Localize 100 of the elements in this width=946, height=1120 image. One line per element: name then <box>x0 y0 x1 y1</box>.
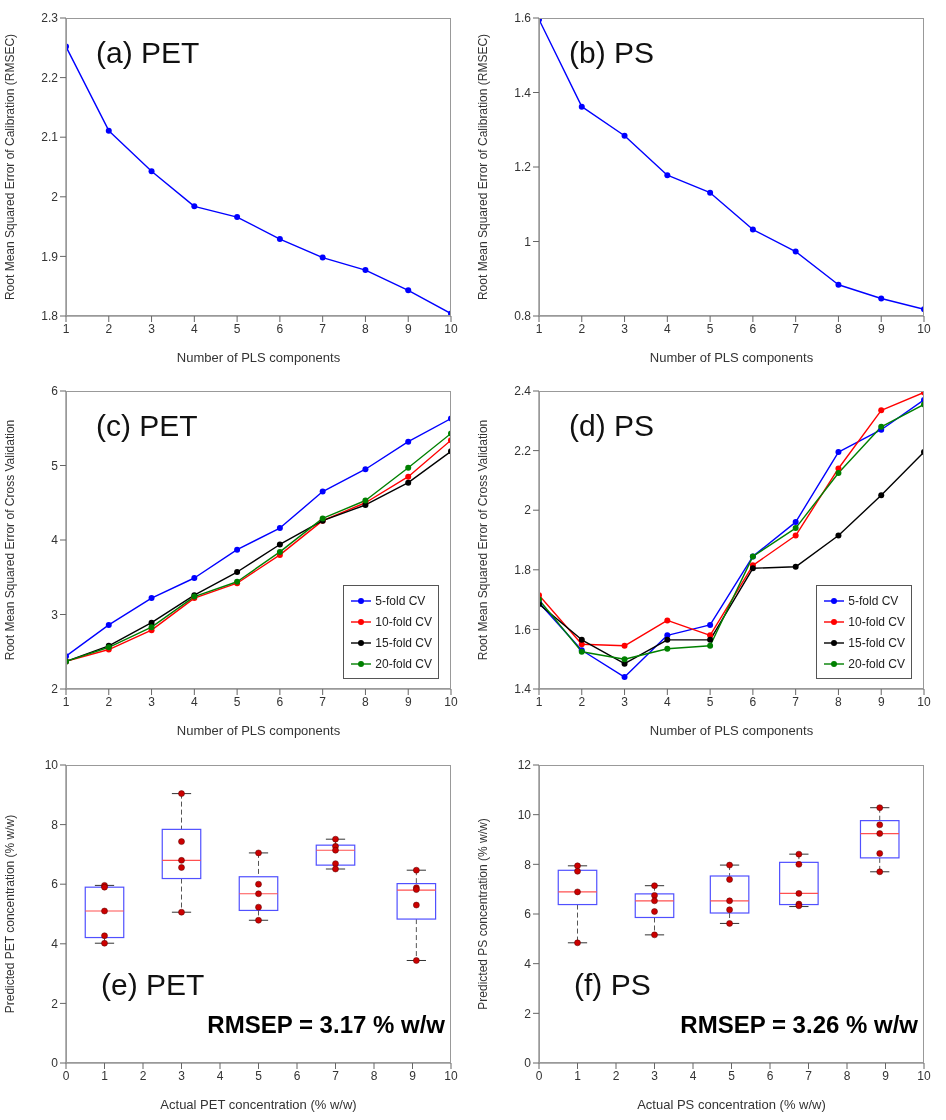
x-tick-label: 9 <box>409 1068 417 1083</box>
x-tick-label: 6 <box>749 694 757 709</box>
y-axis-title: Root Mean Squared Error of Calibration (RMSEC) <box>3 33 18 301</box>
x-tick-label: 2 <box>105 694 113 709</box>
x-axis-title: Number of PLS components <box>649 723 814 739</box>
y-tick-label: 2.4 <box>514 384 532 399</box>
x-tick-label: 3 <box>148 321 156 336</box>
x-tick-label: 6 <box>749 321 757 336</box>
y-tick-label: 1.6 <box>514 11 532 26</box>
y-tick-label: 2 <box>51 996 59 1011</box>
y-tick-label: 1.8 <box>514 563 532 578</box>
x-tick-label: 5 <box>728 1068 736 1083</box>
y-axis-title: Root Mean Squared Error of Calibration (RMSEC) <box>476 33 491 301</box>
y-tick-label: 10 <box>44 757 59 772</box>
x-axis-title: Number of PLS components <box>176 350 341 365</box>
x-tick-label: 9 <box>404 321 412 336</box>
y-tick-label: 5 <box>51 459 59 474</box>
x-tick-label: 4 <box>190 694 198 709</box>
y-axis-title: Predicted PET concentration (% w/w) <box>3 814 18 1013</box>
x-tick-label: 1 <box>574 1068 582 1083</box>
y-tick-label: 1.8 <box>41 309 59 324</box>
x-tick-label: 8 <box>362 694 370 709</box>
y-tick-label: 2 <box>51 682 59 697</box>
y-tick-label: 1.9 <box>41 249 59 264</box>
y-tick-label: 6 <box>51 877 59 892</box>
y-tick-label: 3 <box>51 608 59 623</box>
x-tick-label: 8 <box>843 1068 851 1083</box>
x-tick-label: 10 <box>444 694 458 709</box>
x-tick-label: 7 <box>319 694 327 709</box>
x-tick-label: 5 <box>706 321 714 336</box>
x-tick-label: 1 <box>62 694 70 709</box>
y-tick-label: 4 <box>51 533 59 548</box>
annotation: (c) PET <box>96 409 198 444</box>
x-tick-label: 1 <box>101 1068 109 1083</box>
annotation: (d) PS <box>569 409 655 444</box>
legend-label: 15-fold CV <box>375 635 432 650</box>
x-tick-label: 9 <box>877 321 885 336</box>
legend-label: 5-fold CV <box>375 593 426 608</box>
y-axis-title: Predicted PS concentration (% w/w) <box>476 817 491 1010</box>
y-tick-label: 2.2 <box>514 444 532 459</box>
x-axis-title: Number of PLS components <box>649 350 814 365</box>
x-tick-label: 7 <box>332 1068 340 1083</box>
x-tick-label: 6 <box>766 1068 774 1083</box>
x-tick-label: 2 <box>578 694 586 709</box>
y-tick-label: 0 <box>51 1055 59 1070</box>
x-tick-label: 4 <box>663 321 671 336</box>
x-tick-label: 5 <box>706 694 714 709</box>
x-tick-label: 6 <box>293 1068 301 1083</box>
x-tick-label: 10 <box>917 321 931 336</box>
x-tick-label: 6 <box>276 694 284 709</box>
y-tick-label: 0.8 <box>514 309 532 324</box>
x-tick-label: 8 <box>370 1068 378 1083</box>
y-tick-label: 1.4 <box>514 682 532 697</box>
x-tick-label: 10 <box>444 321 458 336</box>
x-tick-label: 5 <box>255 1068 263 1083</box>
annotation: (f) PS <box>574 967 651 1002</box>
y-tick-label: 1.2 <box>514 160 532 175</box>
y-tick-label: 1.4 <box>514 85 532 100</box>
legend-label: 10-fold CV <box>375 614 432 629</box>
x-tick-label: 9 <box>404 694 412 709</box>
x-tick-label: 3 <box>651 1068 659 1083</box>
annotation: (a) PET <box>96 36 200 70</box>
y-tick-label: 2 <box>524 1006 532 1021</box>
x-tick-label: 4 <box>689 1068 697 1083</box>
x-tick-label: 2 <box>578 321 586 336</box>
y-axis-title: Root Mean Squared Error of Cross Validation <box>3 420 18 661</box>
y-tick-label: 2.2 <box>41 70 59 85</box>
y-tick-label: 6 <box>524 906 532 921</box>
x-tick-label: 3 <box>148 694 156 709</box>
x-tick-label: 10 <box>917 1068 931 1083</box>
x-tick-label: 8 <box>835 694 843 709</box>
x-tick-label: 1 <box>535 321 543 336</box>
legend-label: 15-fold CV <box>848 635 905 650</box>
x-tick-label: 2 <box>105 321 113 336</box>
legend-label: 20-fold CV <box>375 656 432 671</box>
x-tick-label: 5 <box>233 694 241 709</box>
annotation: RMSEP = 3.26 % w/w <box>680 1010 918 1039</box>
x-tick-label: 8 <box>362 321 370 336</box>
y-tick-label: 10 <box>517 807 532 822</box>
y-tick-label: 2.3 <box>41 11 59 26</box>
annotation: (b) PS <box>569 36 655 70</box>
x-tick-label: 2 <box>612 1068 620 1083</box>
legend-label: 10-fold CV <box>848 614 905 629</box>
x-tick-label: 10 <box>444 1068 458 1083</box>
x-tick-label: 2 <box>139 1068 147 1083</box>
x-tick-label: 0 <box>62 1068 70 1083</box>
y-tick-label: 6 <box>51 384 59 399</box>
y-tick-label: 2 <box>524 503 532 518</box>
x-tick-label: 10 <box>917 694 931 709</box>
y-tick-label: 1.6 <box>514 622 532 637</box>
x-tick-label: 7 <box>319 321 327 336</box>
x-tick-label: 3 <box>621 321 629 336</box>
x-tick-label: 1 <box>535 694 543 709</box>
y-tick-label: 8 <box>51 817 59 832</box>
y-axis-title: Root Mean Squared Error of Cross Validation <box>476 420 491 661</box>
x-tick-label: 9 <box>877 694 885 709</box>
x-tick-label: 7 <box>792 694 800 709</box>
y-tick-label: 0 <box>524 1055 532 1070</box>
legend-label: 5-fold CV <box>848 593 899 608</box>
x-axis-title: Actual PET concentration (% w/w) <box>160 1096 357 1112</box>
